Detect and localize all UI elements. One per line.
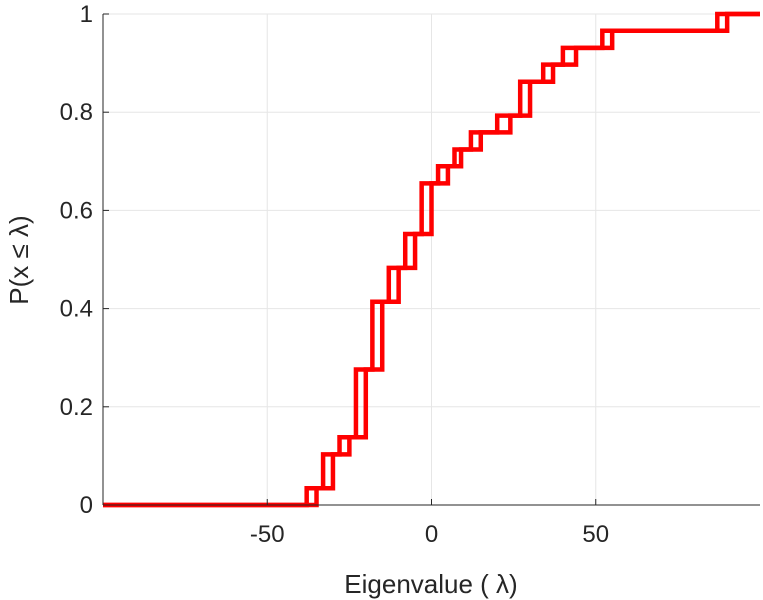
y-tick-label-3: 0.6 <box>60 197 93 224</box>
x-tick-label-2: 50 <box>582 521 609 548</box>
tick-labels: -50 0 50 0 0.2 0.4 0.6 0.8 1 <box>60 1 609 548</box>
y-tick-label-2: 0.4 <box>60 296 93 323</box>
series-layer <box>103 11 760 508</box>
cdf-series-1 <box>103 11 760 508</box>
x-tick-label-0: -50 <box>250 521 285 548</box>
cdf-series-0 <box>103 11 760 508</box>
y-tick-label-0: 0 <box>80 492 93 519</box>
y-tick-label-1: 0.2 <box>60 394 93 421</box>
axes <box>102 13 760 506</box>
x-tick-label-1: 0 <box>425 521 438 548</box>
y-tick-label-5: 1 <box>80 1 93 28</box>
x-axis-label: Eigenvalue ( λ) <box>344 569 517 599</box>
y-tick-label-4: 0.8 <box>60 99 93 126</box>
y-axis-label: P(x ≤ λ) <box>4 215 34 304</box>
